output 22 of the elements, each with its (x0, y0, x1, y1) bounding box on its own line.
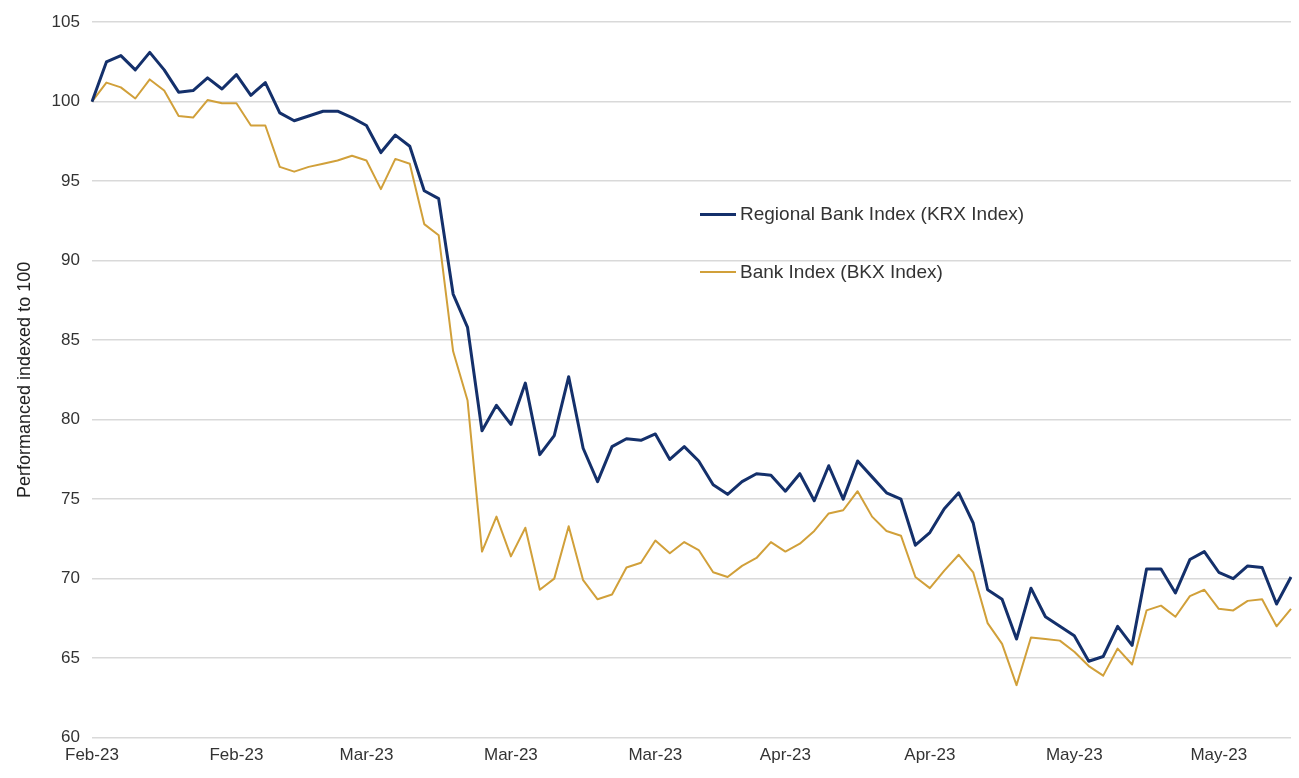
x-tick-label: Feb-23 (65, 745, 119, 765)
x-tick-label: Mar-23 (628, 745, 683, 765)
y-tick-label: 95 (61, 170, 80, 190)
y-tick-label: 75 (61, 488, 80, 508)
y-axis-title: Performanced indexed to 100 (13, 261, 34, 498)
y-tick-label: 65 (61, 647, 80, 667)
x-tick-label: Feb-23 (209, 745, 264, 765)
y-tick-label: 105 (51, 11, 80, 31)
x-tick-label: May-23 (1190, 745, 1248, 765)
x-tick-label: Apr-23 (759, 745, 811, 765)
y-tick-label: 100 (51, 91, 80, 111)
legend-label: Regional Bank Index (KRX Index) (740, 203, 1025, 225)
y-tick-label: 85 (61, 329, 80, 349)
x-tick-label: May-23 (1045, 745, 1103, 765)
x-tick-label: Mar-23 (339, 745, 394, 765)
y-tick-label: 80 (61, 409, 80, 429)
legend-label: Bank Index (BKX Index) (740, 261, 943, 283)
y-tick-label: 90 (61, 250, 80, 270)
y-tick-label: 70 (61, 568, 80, 588)
y-tick-label: 60 (61, 727, 80, 747)
x-tick-label: Apr-23 (904, 745, 956, 765)
x-tick-label: Mar-23 (483, 745, 538, 765)
